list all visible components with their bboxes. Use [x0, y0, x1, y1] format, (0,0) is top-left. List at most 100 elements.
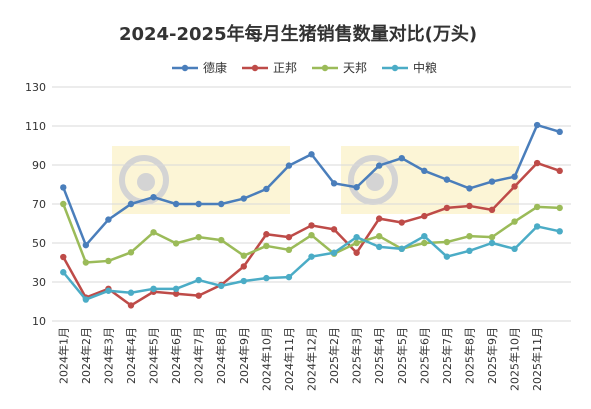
grid-lines — [52, 86, 571, 322]
y-tick-label: 10 — [32, 315, 46, 328]
data-point — [466, 202, 473, 210]
legend-swatch-marker — [251, 64, 259, 72]
data-point — [308, 232, 315, 239]
x-tick-label: 2025年9月 — [485, 327, 499, 384]
data-point — [263, 242, 270, 250]
data-point — [105, 287, 112, 294]
y-tick-label: 110 — [25, 120, 46, 133]
data-point — [488, 239, 496, 247]
x-tick-label: 2024年12月 — [305, 327, 319, 391]
data-point — [172, 290, 180, 297]
y-tick-label: 30 — [32, 276, 46, 289]
legend-swatch-marker — [181, 64, 189, 72]
data-point — [285, 162, 293, 169]
x-axis: 2024年1月 2024年2月 2024年3月 2024年4月 2024年5月 2024年… — [56, 327, 544, 391]
data-point — [421, 212, 428, 220]
data-point — [285, 273, 293, 281]
data-point — [330, 249, 338, 256]
x-tick-label: 2024年6月 — [169, 327, 183, 384]
data-point — [443, 253, 451, 260]
legend-label: 天邦 — [343, 61, 367, 75]
data-point — [172, 200, 180, 208]
legend-label: 中粮 — [413, 60, 437, 75]
data-point — [150, 285, 157, 293]
data-point — [285, 246, 293, 254]
series-group — [60, 121, 563, 309]
data-point — [556, 128, 563, 136]
data-point — [308, 253, 315, 260]
series-正邦 — [60, 159, 563, 309]
x-tick-label: 2024年3月 — [101, 327, 115, 384]
y-tick-label: 90 — [32, 159, 46, 172]
data-point — [127, 249, 135, 256]
data-point — [511, 218, 518, 225]
x-tick-label: 2024年11月 — [282, 327, 296, 391]
series-中粮 — [60, 223, 563, 303]
legend-label: 德康 — [203, 60, 227, 75]
x-tick-label: 2025年10月 — [508, 327, 522, 391]
data-point — [511, 173, 518, 180]
y-tick-label: 50 — [32, 237, 46, 250]
data-point — [375, 215, 383, 222]
x-tick-label: 2024年8月 — [214, 327, 228, 384]
data-point — [556, 228, 563, 235]
x-tick-label: 2024年10月 — [259, 327, 273, 391]
x-tick-label: 2024年5月 — [147, 327, 161, 384]
legend-item: 正邦 — [242, 61, 297, 75]
data-point — [195, 233, 202, 241]
x-tick-label: 2025年6月 — [417, 327, 431, 384]
data-point — [172, 240, 180, 247]
data-point — [218, 236, 225, 244]
data-point — [488, 233, 496, 241]
data-point — [421, 239, 428, 247]
data-point — [60, 269, 67, 276]
data-point — [556, 167, 563, 175]
data-point — [488, 206, 496, 214]
data-point — [511, 245, 518, 253]
data-point — [443, 176, 451, 183]
legend-item: 天邦 — [312, 61, 367, 75]
data-point — [308, 222, 315, 229]
legend-label: 正邦 — [273, 61, 297, 75]
data-point — [466, 247, 473, 254]
x-tick-label: 2025年7月 — [440, 327, 454, 384]
legend: 德康 正邦 天邦 中粮 — [172, 60, 437, 75]
data-point — [127, 289, 135, 296]
data-point — [533, 203, 541, 211]
data-point — [240, 277, 248, 285]
data-point — [398, 245, 405, 253]
chart-title: 2024-2025年每月生猪销售数量对比(万头) — [119, 23, 477, 45]
y-tick-label: 130 — [25, 81, 46, 94]
data-point — [105, 257, 112, 265]
data-point — [195, 292, 202, 299]
data-point — [60, 184, 67, 191]
y-axis: 10 30 50 70 90 110 130 — [25, 81, 46, 328]
x-tick-label: 2024年7月 — [192, 327, 206, 384]
data-point — [82, 241, 90, 249]
data-point — [82, 296, 90, 303]
x-tick-label: 2024年4月 — [124, 327, 138, 384]
data-point — [150, 229, 157, 236]
data-point — [218, 282, 225, 290]
data-point — [60, 253, 67, 261]
data-point — [421, 232, 428, 240]
data-point — [240, 252, 248, 259]
data-point — [285, 233, 293, 241]
data-point — [443, 204, 451, 212]
data-point — [263, 185, 270, 193]
data-point — [511, 183, 518, 190]
data-point — [398, 219, 405, 226]
data-point — [353, 233, 360, 241]
data-point — [172, 285, 180, 293]
x-tick-label: 2025年8月 — [462, 327, 476, 384]
x-tick-label: 2024年1月 — [56, 327, 70, 384]
legend-item: 中粮 — [382, 60, 437, 75]
x-tick-label: 2025年2月 — [327, 327, 341, 384]
data-point — [443, 238, 451, 246]
data-point — [105, 216, 112, 223]
data-point — [127, 302, 135, 309]
legend-swatch-marker — [391, 64, 399, 72]
x-tick-label: 2024年9月 — [237, 327, 251, 384]
legend-swatch-marker — [321, 64, 329, 72]
